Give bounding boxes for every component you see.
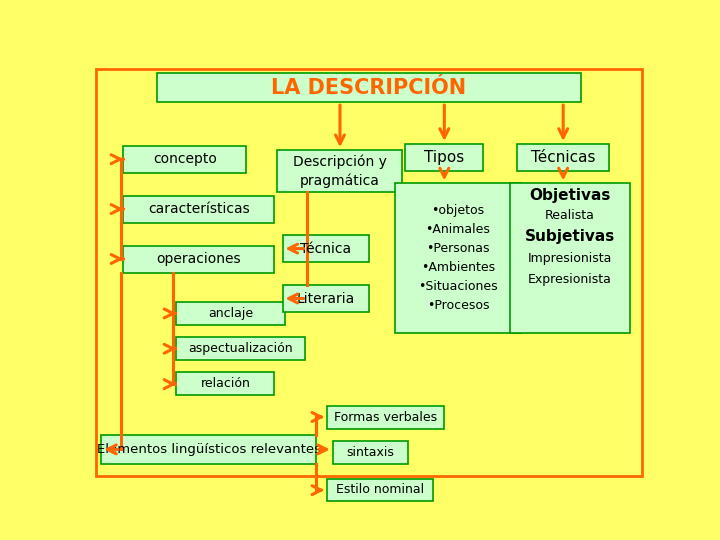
Text: Literaria: Literaria	[297, 292, 355, 306]
FancyBboxPatch shape	[157, 73, 581, 102]
Text: operaciones: operaciones	[156, 252, 241, 266]
FancyBboxPatch shape	[96, 69, 642, 476]
FancyBboxPatch shape	[176, 337, 305, 360]
Text: Estilo nominal: Estilo nominal	[336, 483, 424, 496]
Text: concepto: concepto	[153, 152, 217, 166]
FancyBboxPatch shape	[277, 150, 402, 192]
FancyBboxPatch shape	[510, 183, 629, 333]
FancyBboxPatch shape	[176, 302, 285, 325]
FancyBboxPatch shape	[282, 235, 369, 262]
FancyBboxPatch shape	[176, 373, 274, 395]
Text: Elementos lingüísticos relevantes: Elementos lingüísticos relevantes	[96, 443, 320, 456]
Text: Objetivas: Objetivas	[529, 188, 611, 203]
FancyBboxPatch shape	[124, 246, 274, 273]
FancyBboxPatch shape	[124, 146, 246, 173]
FancyBboxPatch shape	[327, 406, 444, 429]
Text: relación: relación	[200, 377, 251, 390]
Text: LA DESCRIPCIÓN: LA DESCRIPCIÓN	[271, 78, 467, 98]
Text: Expresionista: Expresionista	[528, 273, 611, 286]
FancyBboxPatch shape	[395, 183, 521, 333]
FancyBboxPatch shape	[517, 144, 609, 171]
FancyBboxPatch shape	[405, 144, 483, 171]
FancyBboxPatch shape	[282, 285, 369, 312]
Text: Formas verbales: Formas verbales	[334, 411, 437, 424]
Text: Tipos: Tipos	[424, 150, 464, 165]
FancyBboxPatch shape	[327, 478, 433, 501]
Text: Descripción y
pragmática: Descripción y pragmática	[293, 154, 387, 187]
Text: aspectualización: aspectualización	[189, 342, 293, 355]
Text: Realista: Realista	[544, 209, 595, 222]
FancyBboxPatch shape	[333, 441, 408, 464]
Text: Técnicas: Técnicas	[531, 150, 595, 165]
FancyBboxPatch shape	[124, 196, 274, 223]
Text: sintaxis: sintaxis	[346, 446, 395, 459]
Text: características: características	[148, 202, 250, 217]
Text: Subjetivas: Subjetivas	[524, 228, 615, 244]
Text: Técnica: Técnica	[300, 242, 351, 256]
FancyBboxPatch shape	[101, 435, 316, 464]
Text: Impresionista: Impresionista	[528, 252, 612, 265]
Text: anclaje: anclaje	[208, 307, 253, 320]
Text: •objetos
•Animales
•Personas
•Ambientes
•Situaciones
•Procesos: •objetos •Animales •Personas •Ambientes …	[418, 204, 498, 312]
